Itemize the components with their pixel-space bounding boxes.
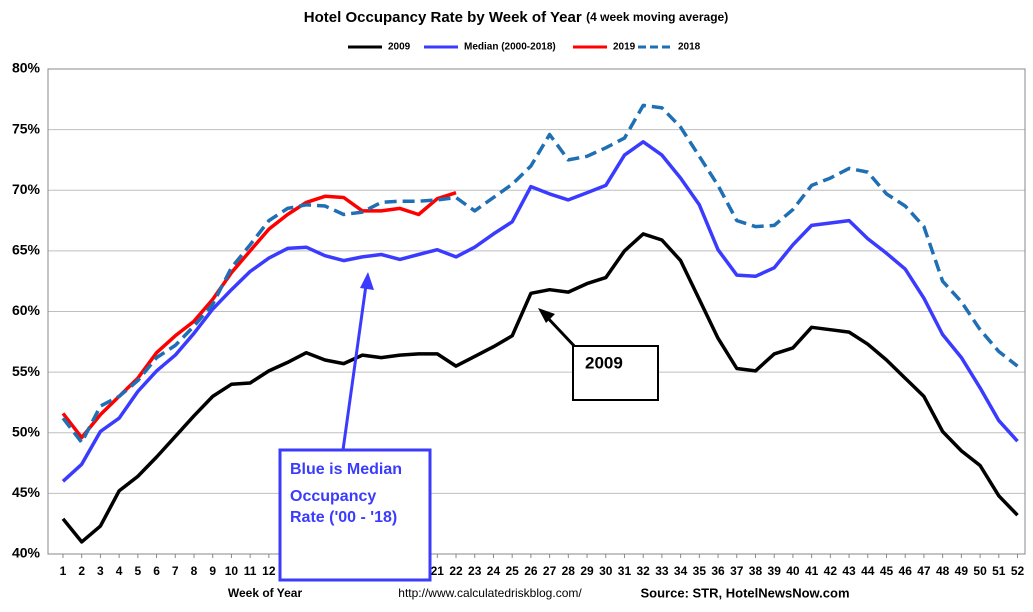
legend-label: 2019 — [613, 42, 636, 53]
x-tick-label: 50 — [973, 564, 987, 578]
x-tick-label: 23 — [468, 564, 482, 578]
x-tick-label: 24 — [487, 564, 501, 578]
x-tick-label: 2 — [78, 564, 85, 578]
x-tick-label: 31 — [618, 564, 632, 578]
x-tick-label: 6 — [153, 564, 160, 578]
annotation-text: Blue is Median — [290, 461, 402, 478]
x-tick-label: 8 — [191, 564, 198, 578]
x-tick-label: 39 — [768, 564, 782, 578]
x-tick-label: 5 — [134, 564, 141, 578]
plot-border — [47, 68, 1026, 555]
x-tick-label: 9 — [209, 564, 216, 578]
y-tick-label: 45% — [12, 484, 41, 500]
series-line — [61, 232, 1019, 544]
chart-title: Hotel Occupancy Rate by Week of Year (4 … — [304, 9, 728, 26]
x-tick-label: 3 — [97, 564, 104, 578]
x-tick-label: 33 — [655, 564, 669, 578]
series-line — [61, 103, 1019, 445]
title: Hotel Occupancy Rate by Week of Year — [304, 9, 582, 26]
y-tick-label: 40% — [12, 545, 41, 561]
annotation-box — [572, 345, 659, 401]
legend-label: 2009 — [388, 42, 411, 53]
annotation-text: Occupancy — [290, 488, 376, 505]
x-tick-label: 44 — [861, 564, 875, 578]
url: http://www.calculatedriskblog.com/ — [398, 586, 582, 600]
annotation-text: Rate ('00 - '18) — [290, 509, 397, 526]
x-tick-label: 35 — [693, 564, 707, 578]
x-tick-label: 32 — [637, 564, 651, 578]
x-tick-label: 4 — [116, 564, 123, 578]
x-tick-label: 10 — [225, 564, 239, 578]
y-tick-label: 75% — [12, 120, 41, 136]
x-tick-label: 7 — [172, 564, 179, 578]
y-tick-label: 55% — [12, 363, 41, 379]
annotation-arrowhead — [360, 272, 374, 290]
y-tick-label: 60% — [12, 302, 41, 318]
annotation-box — [278, 448, 432, 582]
y-tick-label: 80% — [12, 60, 41, 76]
x-tick-label: 26 — [524, 564, 538, 578]
x-tick-label: 21 — [431, 564, 445, 578]
y-tick-label: 50% — [12, 423, 41, 439]
x-tick-label: 43 — [842, 564, 856, 578]
x-tick-label: 22 — [449, 564, 463, 578]
legend-label: Median (2000-2018) — [464, 42, 556, 53]
x-tick-label: 30 — [599, 564, 613, 578]
y-tick-label: 65% — [12, 242, 41, 258]
x-tick-label: 12 — [262, 564, 276, 578]
x-tick-label: 38 — [749, 564, 763, 578]
x-tick-label: 52 — [1011, 564, 1025, 578]
source: Source: STR, HotelNewsNow.com — [641, 585, 850, 600]
subtitle: (4 week moving average) — [586, 10, 728, 24]
y-tick-label: 70% — [12, 181, 41, 197]
annotation-arrow — [543, 313, 580, 352]
x-tick-label: 42 — [824, 564, 838, 578]
x-axis-label: Week of Year — [228, 586, 303, 600]
x-tick-label: 49 — [955, 564, 969, 578]
x-tick-label: 41 — [805, 564, 819, 578]
series-line — [61, 140, 1019, 483]
x-tick-label: 28 — [562, 564, 576, 578]
x-tick-label: 37 — [730, 564, 744, 578]
x-tick-label: 47 — [917, 564, 931, 578]
x-tick-label: 40 — [786, 564, 800, 578]
x-tick-label: 46 — [899, 564, 913, 578]
x-tick-label: 51 — [992, 564, 1006, 578]
x-tick-label: 25 — [505, 564, 519, 578]
x-tick-label: 36 — [711, 564, 725, 578]
x-tick-label: 48 — [936, 564, 950, 578]
legend-label: 2018 — [678, 42, 701, 53]
annotation-arrowhead — [538, 308, 555, 323]
x-tick-label: 1 — [60, 564, 67, 578]
x-tick-label: 29 — [580, 564, 594, 578]
annotation-text: 2009 — [585, 353, 623, 372]
annotation-arrow — [341, 284, 368, 451]
x-tick-label: 34 — [674, 564, 688, 578]
series-line — [61, 191, 457, 440]
x-tick-label: 45 — [880, 564, 894, 578]
x-tick-label: 11 — [244, 564, 257, 578]
x-tick-label: 27 — [543, 564, 557, 578]
